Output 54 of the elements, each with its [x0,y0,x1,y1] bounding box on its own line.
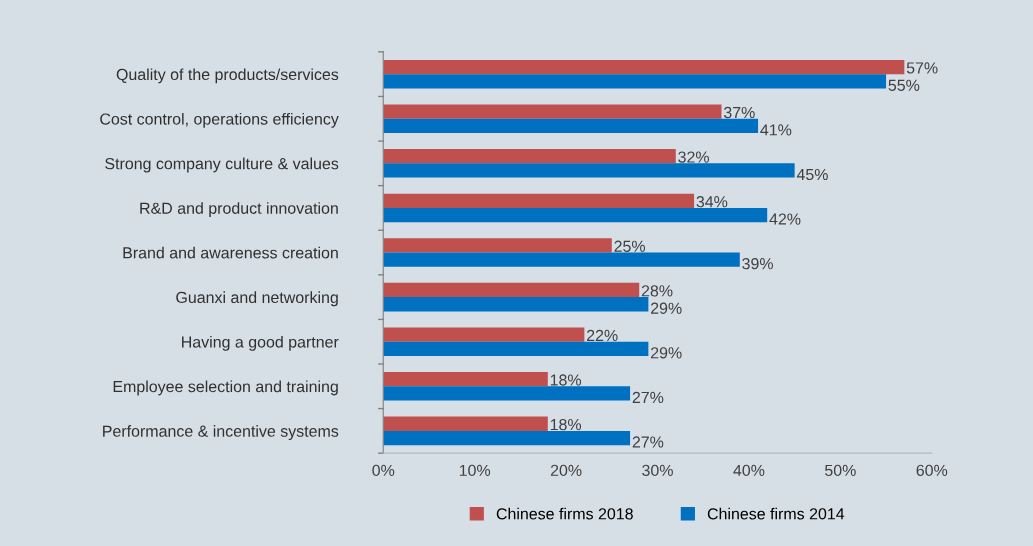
bar [383,430,631,446]
x-tick-label: 50% [825,464,856,477]
bar [383,282,640,298]
data-label: 25% [614,240,646,252]
x-tick-label: 40% [733,464,765,477]
data-label: 45% [796,168,828,181]
data-label: 29% [650,302,682,314]
bar [383,104,722,119]
bar [383,149,676,164]
bar [383,386,631,401]
bar [383,341,649,356]
data-label: 57% [906,62,938,74]
bar [383,297,649,312]
y-tick-label: Quality of the products/services [116,68,339,84]
bar [383,59,905,75]
y-tick-label: Guanxi and networking [176,291,338,307]
y-tick-label: Cost control, operations efficiency [100,112,339,128]
data-label: 22% [587,329,618,342]
bar [383,118,759,134]
bar [383,416,548,431]
bar [383,207,768,223]
y-tick-label: Brand and awareness creation [123,246,338,259]
data-label: 41% [760,124,792,136]
data-label: 39% [742,257,774,270]
bar [383,193,695,208]
x-tick-label: 60% [916,464,948,477]
y-tick-label: Strong company culture & values [105,157,339,173]
data-label: 32% [678,151,710,163]
x-tick-label: 0% [372,464,395,477]
data-label: 27% [632,436,664,448]
data-label: 37% [723,106,755,119]
y-tick-label: Having a good partner [182,335,339,351]
bar [383,74,887,89]
x-tick-label: 10% [459,464,491,477]
legend-label: Chinese firms 2014 [707,507,845,520]
y-tick-label: R&D and product innovation [140,202,338,218]
bar [383,163,795,178]
data-label: 18% [550,374,582,386]
data-label: 28% [641,285,673,297]
x-tick-label: 30% [642,464,673,477]
data-label: 42% [769,213,801,225]
data-label: 29% [650,347,682,359]
y-tick-label: Performance & incentive systems [103,425,339,440]
bar [383,327,585,342]
y-tick-label: Employee selection and training [113,380,338,396]
bar [383,252,740,267]
x-tick-label: 20% [550,464,582,477]
bar [383,372,548,387]
bar [383,238,612,253]
data-label: 18% [550,418,582,431]
data-label: 55% [888,79,920,91]
data-label: 34% [696,196,728,208]
data-label: 27% [632,391,664,404]
legend-label: Chinese firms 2018 [496,507,633,520]
